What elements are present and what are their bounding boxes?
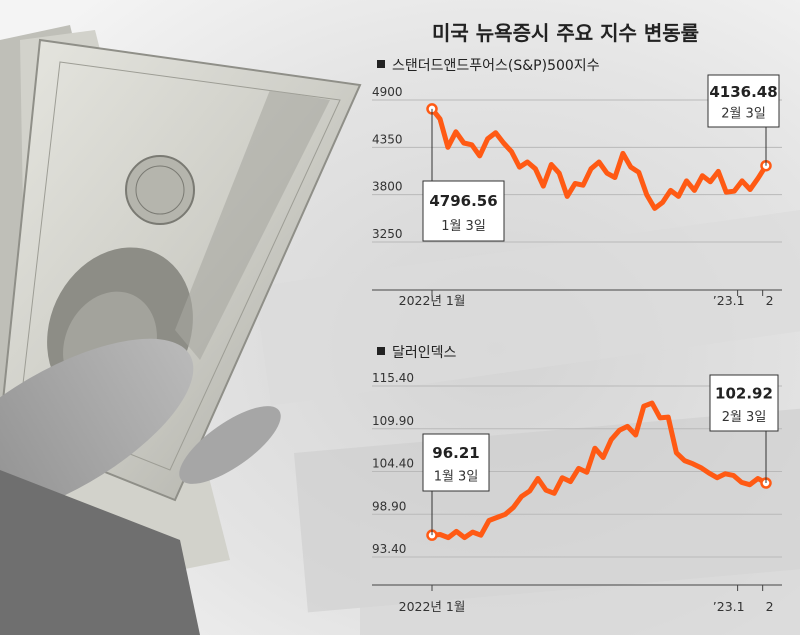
y-tick-label: 98.90	[372, 499, 406, 513]
chart-dollar-index: 달러인덱스 115.40 109.90 104.40 98.90 93.40 2022년…	[372, 345, 782, 614]
start-callout-sp500: 4796.56 1월 3일	[422, 108, 505, 242]
y-tick-label: 104.40	[372, 457, 414, 471]
series-line	[429, 106, 769, 211]
series-line	[429, 400, 769, 541]
x-tick-label: 2	[766, 599, 774, 614]
chart-subtitle-sp500: 스탠더드앤드푸어스(S&P)500지수	[392, 58, 600, 74]
callout-value: 96.21	[432, 444, 479, 462]
chart-subtitle-dollar: 달러인덱스	[392, 345, 457, 361]
callout-box	[707, 74, 780, 128]
x-axis-dollar: 2022년 1월 ’23.1 2	[399, 585, 774, 614]
x-tick-label: ’23.1	[713, 599, 745, 614]
callout-box	[709, 374, 779, 432]
y-axis-sp500: 4900 4350 3800 3250	[372, 85, 403, 241]
callout-box	[422, 433, 490, 492]
callout-box	[422, 180, 505, 242]
callout-value: 4796.56	[429, 192, 497, 210]
x-tick-label: 2022년 1월	[399, 599, 466, 614]
y-tick-label: 4350	[372, 132, 403, 146]
y-tick-label: 3800	[372, 180, 403, 194]
end-callout-sp500: 4136.48 2월 3일	[707, 74, 780, 166]
start-callout-dollar: 96.21 1월 3일	[422, 433, 490, 536]
end-callout-dollar: 102.92 2월 3일	[709, 374, 779, 484]
y-tick-label: 93.40	[372, 542, 406, 556]
callout-date: 2월 3일	[721, 107, 766, 122]
y-tick-label: 3250	[372, 227, 403, 241]
x-axis-sp500: 2022년 1월 ’23.1 2	[399, 290, 774, 308]
y-tick-label: 109.90	[372, 414, 414, 428]
y-axis-dollar: 115.40 109.90 104.40 98.90 93.40	[372, 371, 414, 556]
callout-date: 1월 3일	[434, 470, 479, 485]
chart-sp500: 스탠더드앤드푸어스(S&P)500지수 4900 4350 3800 3250 202…	[372, 58, 782, 308]
page-title: 미국 뉴욕증시 주요 지수 변동률	[432, 21, 699, 45]
callout-value: 102.92	[715, 385, 773, 403]
callout-value: 4136.48	[709, 83, 777, 101]
x-tick-label: 2022년 1월	[399, 293, 466, 308]
x-tick-label: ’23.1	[713, 293, 745, 308]
callout-date: 2월 3일	[722, 410, 767, 425]
callout-date: 1월 3일	[441, 219, 486, 234]
y-tick-label: 4900	[372, 85, 403, 99]
x-tick-label: 2	[766, 293, 774, 308]
subtitle-bullet-sp500	[377, 60, 385, 68]
subtitle-bullet-dollar	[377, 347, 385, 355]
y-tick-label: 115.40	[372, 371, 414, 385]
